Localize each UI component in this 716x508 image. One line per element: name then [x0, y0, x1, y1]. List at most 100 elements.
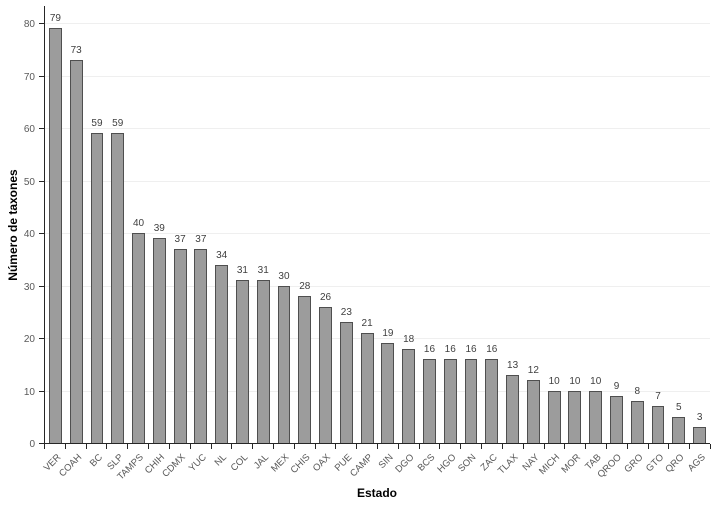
- x-boundary-tick: [64, 444, 66, 449]
- x-tick-label: BC: [87, 452, 105, 470]
- y-tick-label: 0: [29, 439, 35, 450]
- bar-value-label: 40: [132, 218, 145, 229]
- x-boundary-tick: [481, 444, 483, 449]
- bar-cell: 16: [481, 6, 502, 443]
- bar: [381, 343, 395, 443]
- x-boundary-tick: [252, 444, 254, 449]
- x-boundary-tick: [127, 444, 129, 449]
- x-tick-label: OAX: [311, 452, 334, 474]
- x-tick-label: YUC: [186, 452, 209, 474]
- x-boundary-tick: [377, 444, 378, 449]
- x-axis-title: Estado: [356, 486, 397, 500]
- bar-value-label: 5: [676, 401, 682, 413]
- bar-value-label: 16: [444, 344, 456, 355]
- x-tick-label: MEX: [269, 452, 292, 475]
- x-boundary-tick: [356, 444, 358, 449]
- bar-cell: 5: [668, 6, 689, 443]
- bar-cell: 79: [45, 6, 66, 443]
- x-tick-label: AGS: [685, 452, 708, 474]
- bar-cell: 37: [190, 6, 211, 443]
- y-tick-mark: [39, 233, 44, 234]
- x-tick-label: SON: [456, 452, 479, 475]
- x-label-cell: COL: [228, 444, 253, 486]
- gridline: [44, 128, 710, 129]
- x-boundary-tick: [689, 444, 691, 449]
- gridline: [44, 390, 710, 392]
- bar-cell: 16: [440, 6, 461, 443]
- bar-value-label: 18: [403, 333, 415, 345]
- y-axis-title: Número de taxones: [6, 169, 20, 281]
- bar: [173, 248, 187, 443]
- bar-cell: 7: [648, 6, 669, 443]
- gridline: [44, 23, 710, 24]
- bar-cell: 59: [87, 6, 108, 443]
- bar-value-label: 37: [174, 233, 186, 245]
- x-boundary-tick: [439, 444, 441, 449]
- gridline: [44, 180, 710, 182]
- x-boundary-tick: [460, 444, 462, 449]
- bar-value-label: 16: [486, 344, 498, 355]
- bar-cell: 23: [336, 6, 357, 443]
- x-boundary-tick: [543, 444, 545, 449]
- bar-cell: 18: [398, 6, 419, 443]
- y-tick-mark: [39, 390, 44, 392]
- bar-value-label: 28: [299, 281, 311, 292]
- x-boundary-tick: [626, 444, 628, 449]
- bar-cell: 40: [128, 6, 149, 443]
- bar: [132, 233, 145, 443]
- y-tick-label: 60: [23, 124, 35, 135]
- bar: [152, 238, 166, 443]
- gridline: [44, 233, 710, 234]
- bar-value-label: 26: [319, 291, 332, 303]
- x-label-cell: COAH: [57, 444, 87, 486]
- bar: [111, 133, 125, 443]
- x-boundary-tick: [647, 444, 649, 449]
- x-label-cell: BC: [87, 444, 108, 486]
- x-tick-label: BCS: [415, 452, 438, 474]
- bar-value-label: 8: [634, 386, 641, 397]
- bar-value-label: 31: [236, 265, 248, 277]
- bar-cell: 30: [274, 6, 295, 443]
- bar: [48, 28, 62, 443]
- bar-cell: 16: [461, 6, 482, 443]
- bar: [464, 359, 478, 443]
- x-label-cell: MOR: [559, 444, 586, 486]
- bar-cell: 9: [606, 6, 627, 443]
- gridline: [44, 285, 710, 287]
- x-boundary-tick: [231, 444, 233, 449]
- x-tick-label: JAL: [251, 452, 271, 472]
- bar-value-label: 34: [216, 249, 228, 261]
- bar-value-label: 59: [112, 118, 124, 130]
- bar: [423, 359, 436, 443]
- x-tick-label: GTO: [643, 452, 666, 475]
- bar-value-label: 30: [278, 270, 290, 282]
- bar-value-label: 39: [153, 223, 165, 235]
- bar: [90, 133, 104, 443]
- y-tick-mark: [39, 75, 44, 77]
- gridline: [44, 75, 710, 77]
- bar-value-label: 31: [257, 265, 269, 277]
- bar: [443, 359, 457, 443]
- bar-value-label: 13: [507, 359, 519, 371]
- x-boundary-tick: [210, 444, 212, 449]
- bar: [339, 322, 353, 443]
- x-boundary-tick: [293, 444, 295, 449]
- plot-area: 0 10 20 30 40 50 60 70 80 79 73 59 59 40 39 37 37 34 31 31…: [24, 6, 711, 482]
- y-tick-mark: [39, 23, 44, 24]
- y-tick-label: 80: [23, 19, 35, 30]
- bar-cell: 12: [523, 6, 544, 443]
- bar-cell: 8: [627, 6, 648, 443]
- bar-value-label: 12: [527, 365, 539, 376]
- y-tick-mark: [39, 443, 44, 444]
- x-boundary-tick: [564, 444, 566, 449]
- bar: [693, 427, 707, 443]
- bar: [672, 416, 686, 443]
- x-tick-label: COL: [228, 452, 251, 474]
- bar-cell: 34: [211, 6, 232, 443]
- bar-value-label: 21: [361, 317, 373, 329]
- bar-value-label: 59: [91, 118, 103, 130]
- bar-cell: 31: [253, 6, 274, 443]
- bar-value-label: 19: [382, 328, 394, 340]
- x-boundary-tick: [710, 444, 711, 449]
